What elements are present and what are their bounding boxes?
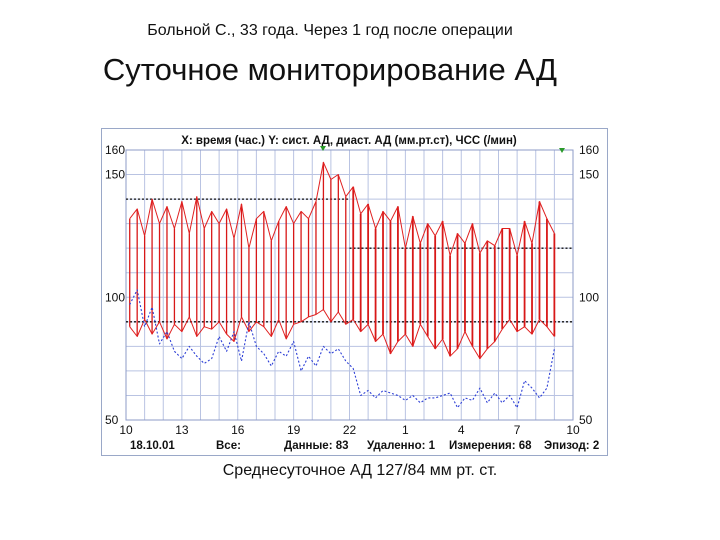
footer-data: Данные: 83	[284, 440, 349, 452]
y-tick-right: 150	[579, 168, 599, 182]
marker-icon	[320, 146, 326, 151]
x-tick: 19	[287, 423, 301, 437]
y-tick-right: 160	[579, 143, 599, 157]
x-tick: 1	[402, 423, 409, 437]
y-tick-right: 100	[579, 290, 599, 304]
diastolic-line	[129, 309, 555, 360]
patient-info-caption: Больной С., 33 года. Через 1 год после о…	[147, 22, 513, 39]
y-tick-left: 100	[105, 290, 125, 304]
footer-date: 18.10.01	[130, 440, 175, 452]
heart-rate-line	[129, 289, 555, 409]
chart-svg: X: время (час.) Y: сист. АД, диаст. АД (…	[101, 128, 608, 456]
average-bp-caption: Среднесуточное АД 127/84 мм рт. ст.	[222, 462, 498, 479]
y-tick-left: 150	[105, 168, 125, 182]
marker-icon	[559, 148, 565, 153]
footer-all: Все:	[216, 440, 241, 452]
footer-measurements: Измерения: 68	[449, 440, 532, 452]
chart-footer: 18.10.01 Все: Данные: 83 Удаленно: 1 Изм…	[130, 440, 599, 452]
series-lines	[129, 161, 555, 409]
x-tick: 16	[231, 423, 245, 437]
chart-frame	[101, 128, 608, 456]
y-tick-right: 50	[579, 413, 593, 427]
slide-title: Суточное мониторирование АД	[102, 52, 558, 87]
plot-area-border	[125, 149, 574, 421]
footer-removed: Удаленно: 1	[367, 440, 436, 452]
y-tick-left: 160	[105, 143, 125, 157]
chart-header: X: время (час.) Y: сист. АД, диаст. АД (…	[181, 135, 517, 147]
y-tick-labels: 160 150 100 50 160 150 100 50	[105, 143, 599, 427]
x-tick-labels: 10 13 16 19 22 1 4 7 10	[119, 423, 580, 437]
x-tick: 13	[175, 423, 189, 437]
bp-monitoring-chart: X: время (час.) Y: сист. АД, диаст. АД (…	[101, 128, 608, 456]
y-tick-left: 50	[105, 413, 119, 427]
x-tick: 7	[514, 423, 521, 437]
x-tick: 4	[458, 423, 465, 437]
x-tick: 10	[566, 423, 580, 437]
x-tick: 22	[343, 423, 357, 437]
footer-episode: Эпизод: 2	[544, 440, 599, 452]
bp-range-bars	[129, 162, 556, 359]
systolic-line	[129, 161, 555, 256]
x-tick: 10	[119, 423, 133, 437]
threshold-lines	[126, 198, 573, 323]
